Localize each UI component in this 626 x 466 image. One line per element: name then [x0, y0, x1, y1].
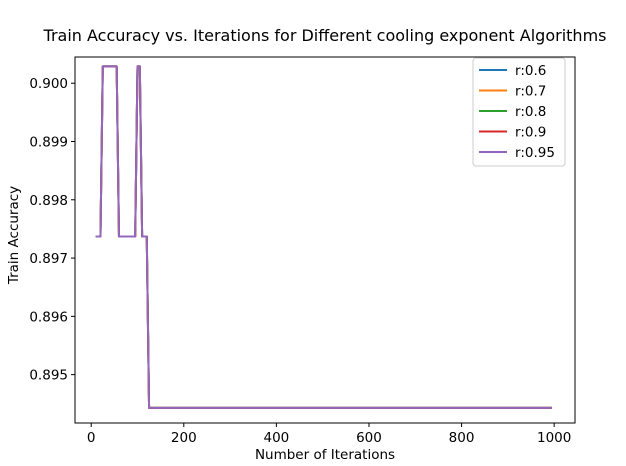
- x-tick-label: 600: [356, 430, 382, 446]
- y-tick-label: 0.900: [29, 76, 68, 92]
- legend-box: [472, 57, 566, 167]
- y-tick-label: 0.898: [29, 193, 68, 209]
- x-tick-label: 800: [449, 430, 475, 446]
- x-tick-label: 1000: [537, 430, 571, 446]
- legend: r:0.6 r:0.7 r:0.8 r:0.9 r:0.95: [472, 57, 566, 167]
- series-line-4: [95, 65, 552, 409]
- y-tick-label: 0.895: [29, 368, 68, 384]
- x-axis-label: Number of Iterations: [255, 447, 395, 463]
- y-tick-label: 0.896: [29, 309, 68, 325]
- chart-title: Train Accuracy vs. Iterations for Differ…: [43, 26, 607, 45]
- y-axis-ticks: 0.895 0.896 0.897 0.898 0.899 0.900: [29, 76, 75, 384]
- x-tick-label: 200: [171, 430, 197, 446]
- legend-label-1: r:0.7: [515, 84, 546, 100]
- y-tick-label: 0.899: [29, 135, 68, 151]
- x-axis-ticks: 0 200 400 600 800 1000: [87, 423, 571, 446]
- y-tick-label: 0.897: [29, 251, 68, 267]
- series-lines: [95, 65, 552, 409]
- legend-label-3: r:0.9: [515, 125, 546, 141]
- x-tick-label: 0: [87, 430, 96, 446]
- y-axis-label: Train Accuracy: [6, 186, 22, 285]
- legend-label-2: r:0.8: [515, 104, 546, 120]
- legend-label-4: r:0.95: [515, 145, 555, 161]
- x-tick-label: 400: [263, 430, 289, 446]
- plot-frame: [74, 56, 576, 424]
- legend-label-0: r:0.6: [515, 63, 546, 79]
